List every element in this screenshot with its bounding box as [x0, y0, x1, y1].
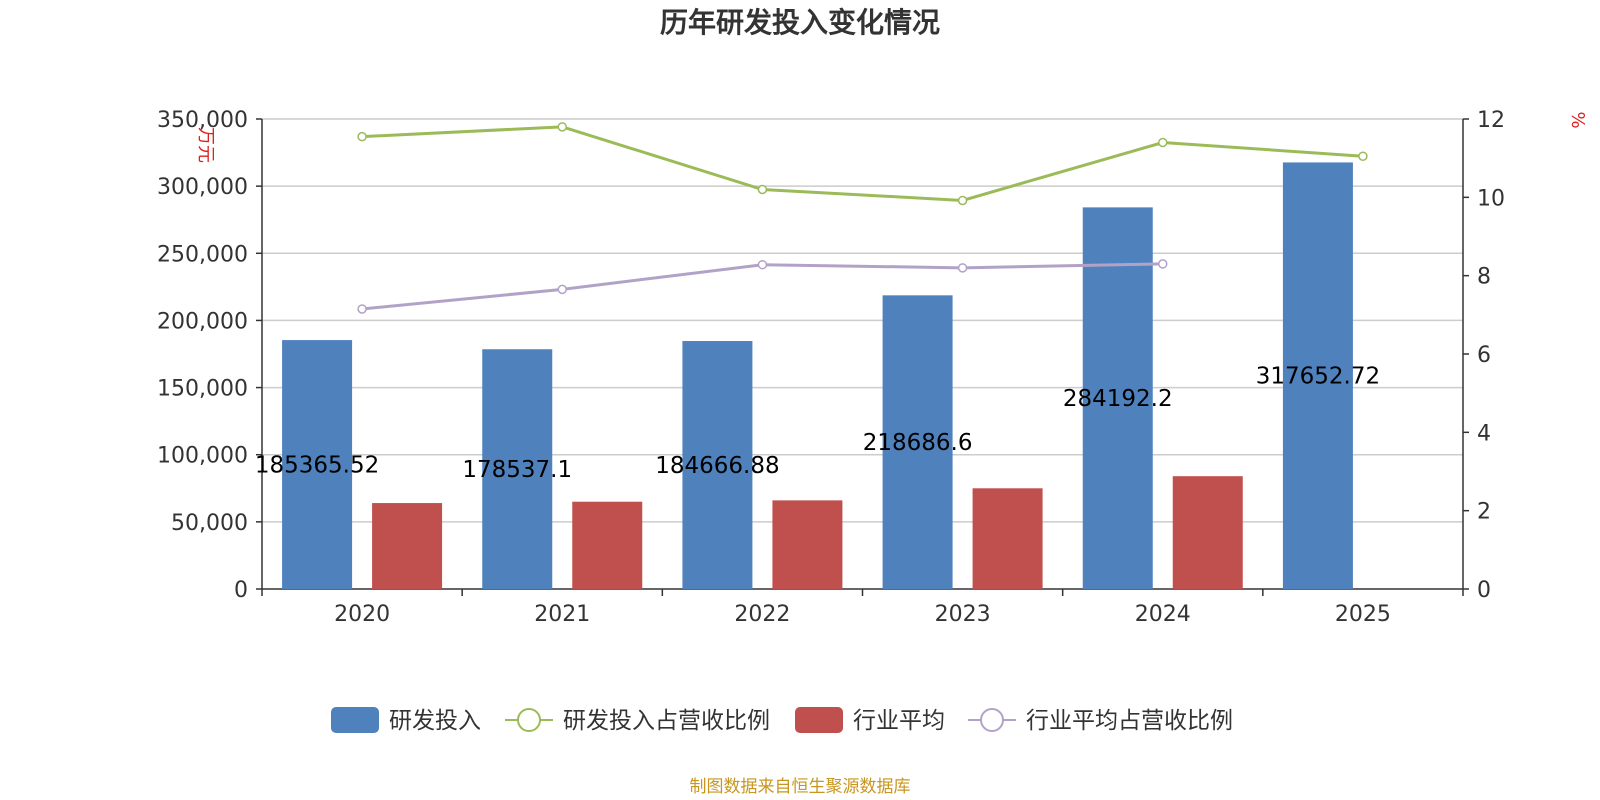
line-point: [757, 184, 768, 195]
y-right-tick-label: 8: [1477, 265, 1491, 290]
bar-marks: [282, 162, 1353, 589]
y-left-unit: 万元: [195, 127, 216, 163]
y-right-tick-label: 12: [1477, 108, 1505, 133]
legend-swatch-bar: [795, 707, 843, 733]
bar-data-label: 317652.72: [1256, 364, 1380, 390]
y-left-tick-label: 150,000: [157, 377, 248, 402]
bar-rd-investment: [882, 295, 953, 589]
y-right-tick-label: 10: [1477, 186, 1505, 211]
bar-industry-average: [972, 488, 1043, 589]
bar-industry-average: [572, 501, 643, 589]
x-tick-label: 2025: [1335, 602, 1391, 627]
y-left-tick-label: 350,000: [157, 108, 248, 133]
bar-industry-average: [1172, 476, 1243, 589]
x-tick-label: 2020: [334, 602, 390, 627]
line-point: [757, 259, 768, 270]
legend-label: 行业平均占营收比例: [1026, 708, 1233, 734]
y-axis-left: 0 50,000 100,000 150,000 200,000 250,000 300,0…: [157, 108, 263, 603]
x-axis: 2020 2021 2022 2023 2024 2025: [261, 588, 1464, 627]
bar-data-label: 184666.88: [655, 453, 779, 479]
line-point: [1358, 151, 1368, 161]
legend: 研发投入 研发投入占营收比例 行业平均 行业平均占营收比例: [331, 707, 1233, 734]
y-left-tick-label: 200,000: [157, 309, 248, 334]
legend-label: 研发投入占营收比例: [563, 708, 770, 734]
x-tick-label: 2024: [1135, 602, 1191, 627]
y-right-tick-label: 6: [1477, 343, 1491, 368]
line-series-3: [361, 262, 1163, 311]
legend-swatch-bar: [331, 707, 379, 733]
legend-label: 研发投入: [389, 708, 481, 734]
y-left-tick-label: 300,000: [157, 175, 248, 200]
line-point: [557, 122, 567, 132]
x-tick-label: 2021: [534, 602, 590, 627]
line-point: [557, 284, 567, 295]
bar-rd-investment: [1082, 207, 1153, 589]
line-point: [357, 131, 367, 142]
line-marks: [357, 122, 1368, 314]
y-left-tick-label: 250,000: [157, 242, 248, 267]
legend-label: 行业平均: [853, 708, 945, 734]
x-tick-label: 2023: [935, 602, 991, 627]
line-point: [1158, 259, 1168, 269]
bar-rd-investment: [482, 349, 553, 589]
y-right-tick-label: 4: [1477, 421, 1491, 446]
bar-data-label: 284192.2: [1063, 386, 1173, 412]
bar-data-label: 178537.1: [462, 457, 572, 483]
legend-swatch-marker: [980, 708, 1004, 732]
y-right-tick-label: 2: [1477, 500, 1491, 525]
y-left-tick-label: 50,000: [171, 511, 248, 536]
x-tick-label: 2022: [734, 602, 790, 627]
bar-industry-average: [372, 503, 443, 589]
y-right-unit: %: [1567, 111, 1588, 128]
bar-data-label: 218686.6: [863, 430, 973, 456]
line-point: [1158, 137, 1168, 148]
bar-rd-investment: [1282, 162, 1353, 589]
bar-rd-investment: [282, 340, 353, 589]
line-point: [957, 195, 968, 206]
bar-data-label: 185365.52: [255, 453, 379, 479]
grid-lines: [262, 118, 1463, 523]
y-axis-right: 0 2 4 6 8 10 12: [1462, 108, 1505, 603]
y-left-tick-label: 100,000: [157, 444, 248, 469]
source-note: 制图数据来自恒生聚源数据库: [690, 777, 911, 797]
line-series-1: [362, 125, 1364, 202]
line-point: [957, 263, 968, 273]
line-point: [357, 304, 367, 314]
legend-swatch-marker: [517, 708, 541, 732]
data-labels: 185365.52 178537.1 184666.88 218686.6 284192…: [255, 364, 1380, 483]
bar-rd-investment: [682, 341, 753, 589]
bar-industry-average: [772, 500, 843, 589]
chart-title: 历年研发投入变化情况: [660, 6, 940, 39]
y-left-tick-label: 0: [234, 578, 248, 603]
y-right-tick-label: 0: [1477, 578, 1491, 603]
